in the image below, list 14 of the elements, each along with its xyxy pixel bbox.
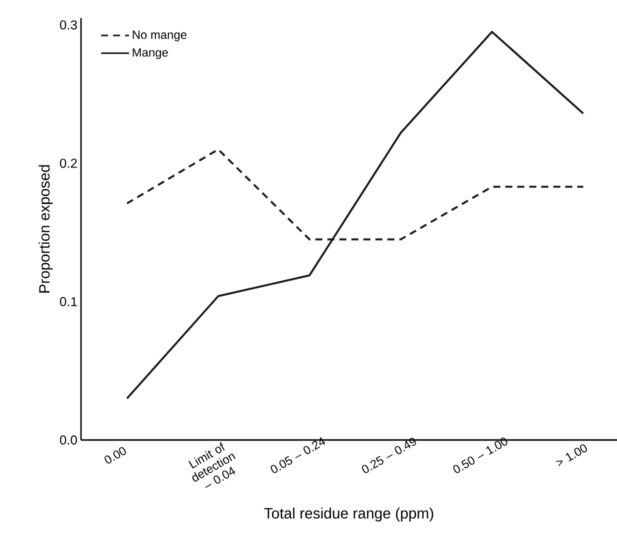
x-tick-label: 0.25 – 0.49 [362,438,416,474]
legend-label: No mange [132,30,186,42]
legend-label: Mange [132,48,168,60]
y-axis-title: Proportion exposed [38,165,53,293]
x-tick-label: 0.00 [104,447,126,464]
x-axis-title: Total residue range (ppm) [264,508,434,522]
x-tick-label: 0.05 – 0.24 [270,437,326,474]
x-tick-label: > 1.00 [556,444,587,466]
y-tick-label: 0.2 [60,158,77,168]
line-series [126,30,584,400]
x-tick-label: 0.50 – 1.00 [453,438,508,474]
y-tick-label: 0.1 [60,297,77,306]
y-tick-label: 0.3 [60,20,77,30]
y-tick-label: 0.0 [60,435,77,445]
